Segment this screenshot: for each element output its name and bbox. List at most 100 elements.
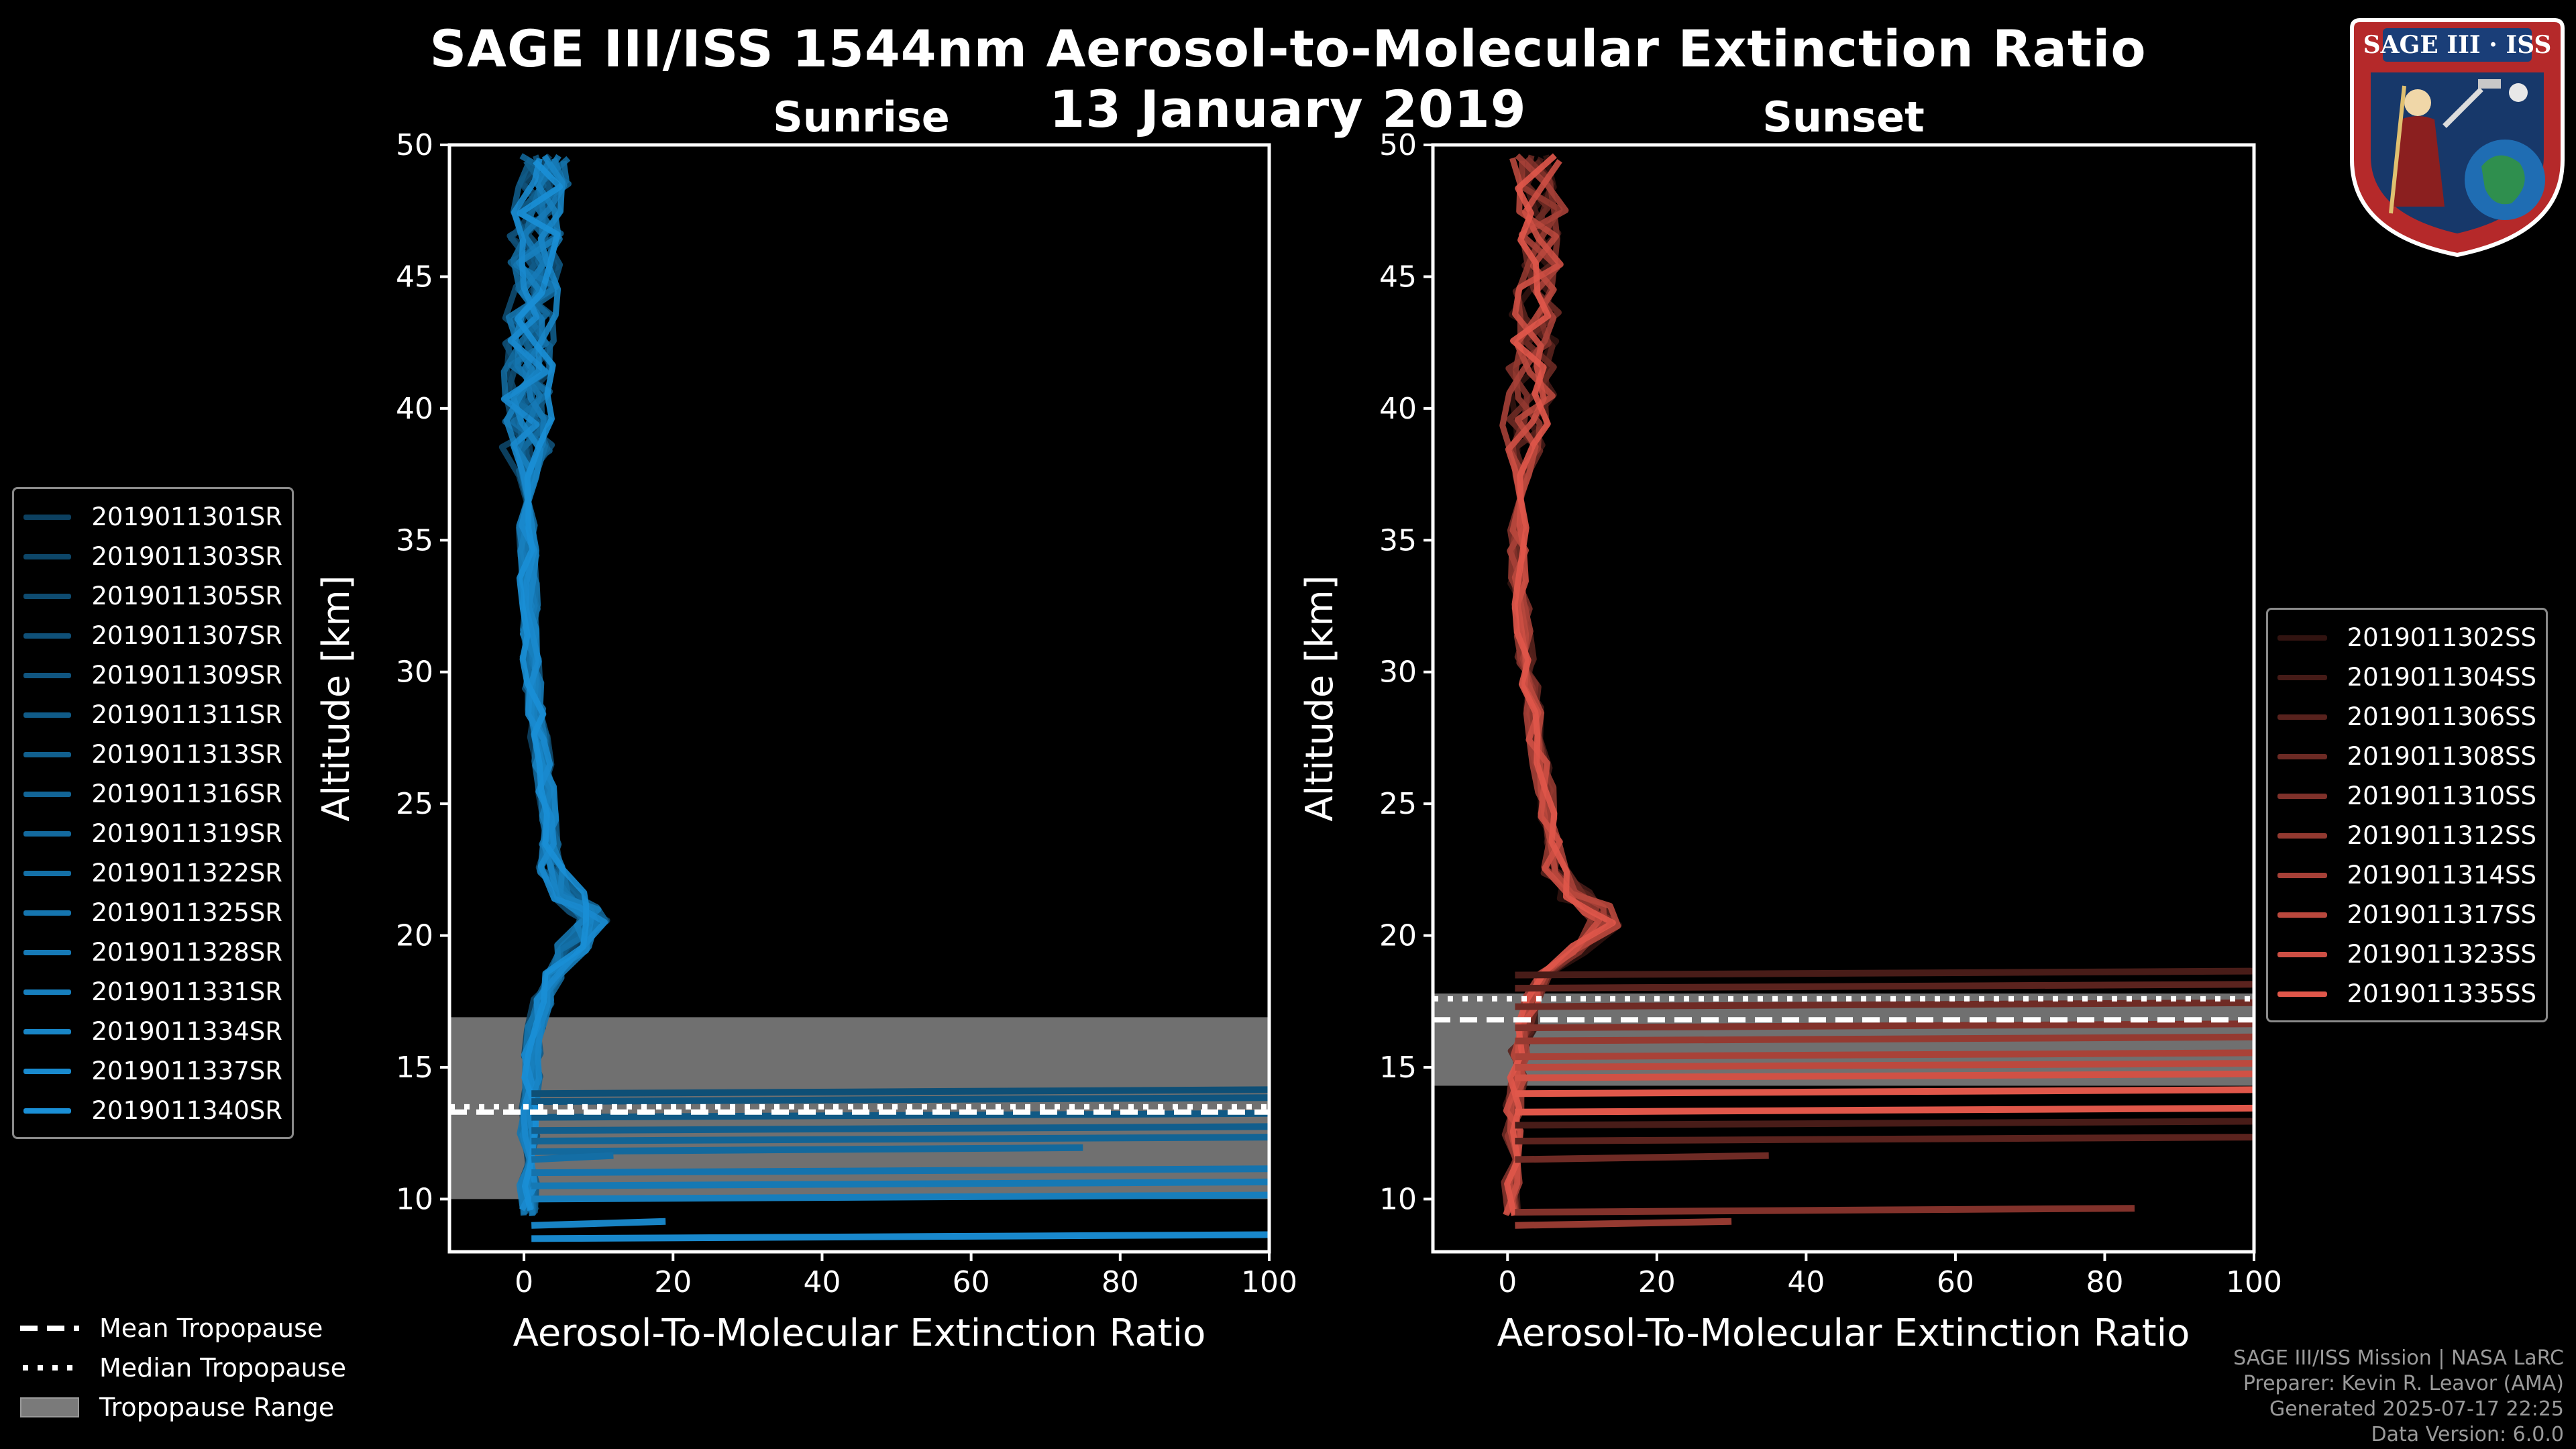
- sunrise-y-tick-label: 40: [396, 392, 433, 426]
- sunset-plot-area: [1433, 153, 2254, 1229]
- legend-swatch: [2277, 991, 2327, 997]
- legend-label: 2019011302SS: [2347, 623, 2536, 652]
- legend-swatch: [23, 910, 72, 916]
- legend-entry: 2019011334SR: [23, 1012, 282, 1051]
- sunset-panel: 0 20 40 60 80 100 10 15 20 25 30 35 40 45 50 Aerosol-To…: [1298, 128, 2282, 1355]
- legend-range-label: Tropopause Range: [99, 1392, 335, 1422]
- legend-swatch: [23, 830, 72, 837]
- legend-entry: 2019011328SR: [23, 932, 282, 972]
- sunrise-excursion: [531, 1094, 1269, 1106]
- sunset-excursion: [1515, 981, 2254, 992]
- legend-entry: 2019011308SS: [2277, 737, 2536, 776]
- legend-label: 2019011313SR: [91, 740, 282, 769]
- sunrise-x-tick-label: 40: [803, 1265, 841, 1299]
- legend-entry: 2019011325SR: [23, 893, 282, 932]
- dashed-line-sample: [20, 1325, 79, 1331]
- legend-label: 2019011319SR: [91, 819, 282, 848]
- legend-swatch: [23, 633, 72, 639]
- sunrise-y-axis-label: Altitude [km]: [315, 575, 358, 821]
- sunset-excursion: [1515, 1033, 2254, 1044]
- legend-label: 2019011306SS: [2347, 702, 2536, 731]
- legend-median-label: Median Tropopause: [99, 1352, 346, 1383]
- legend-swatch: [23, 949, 72, 955]
- legend-label: 2019011331SR: [91, 977, 282, 1006]
- legend-label: 2019011316SR: [91, 780, 282, 808]
- legend-swatch: [2277, 635, 2327, 641]
- chart-title: SAGE III/ISS 1544nm Aerosol-to-Molecular…: [429, 19, 2147, 78]
- sunrise-excursion: [531, 1110, 1269, 1121]
- sunset-x-tick-label: 0: [1498, 1265, 1517, 1299]
- legend-entry: 2019011323SS: [2277, 934, 2536, 974]
- legend-swatch: [2277, 793, 2327, 799]
- legend-entry: 2019011316SR: [23, 774, 282, 814]
- legend-entry: 2019011303SR: [23, 537, 282, 576]
- sunset-excursion: [1515, 1134, 2254, 1144]
- range-swatch: [20, 1397, 79, 1417]
- legend-entry: 2019011340SR: [23, 1091, 282, 1130]
- sunrise-excursion: [531, 1218, 666, 1229]
- legend-swatch: [23, 553, 72, 559]
- legend-entry: 2019011337SR: [23, 1051, 282, 1091]
- sunset-y-axis-label: Altitude [km]: [1298, 575, 1342, 821]
- sunrise-x-tick-label: 0: [515, 1265, 533, 1299]
- legend-label: 2019011334SR: [91, 1017, 282, 1046]
- legend-swatch: [23, 712, 72, 718]
- legend-swatch: [2277, 872, 2327, 878]
- legend-label: 2019011303SR: [91, 542, 282, 571]
- legend-mean-tropopause: Mean Tropopause: [20, 1308, 346, 1348]
- sunrise-y-tick-label: 20: [396, 919, 433, 953]
- legend-swatch: [23, 1108, 72, 1114]
- sunset-x-tick-label: 100: [2226, 1265, 2282, 1299]
- sunrise-excursion: [531, 1178, 1269, 1189]
- sunset-excursion: [1515, 1049, 2254, 1061]
- sunrise-y-tick-label: 25: [396, 787, 433, 821]
- legend-swatch: [23, 989, 72, 995]
- sunrise-excursion: [531, 1144, 1083, 1155]
- legend-entry: 2019011314SS: [2277, 855, 2536, 895]
- sunrise-x-tick-label: 20: [654, 1265, 692, 1299]
- dotted-line-sample: [23, 1364, 79, 1371]
- legend-label: 2019011305SR: [91, 582, 282, 610]
- legend-label: 2019011312SS: [2347, 821, 2536, 850]
- legend-entry: 2019011335SS: [2277, 974, 2536, 1014]
- sunset-y-tick-label: 40: [1379, 392, 1417, 426]
- legend-entry: 2019011319SR: [23, 814, 282, 853]
- legend-label: 2019011322SR: [91, 859, 282, 888]
- sunrise-excursion: [531, 1165, 1269, 1177]
- legend-label: 2019011309SR: [91, 661, 282, 690]
- legend-label: 2019011325SR: [91, 898, 282, 927]
- legend-swatch: [2277, 951, 2327, 957]
- sunrise-excursion: [531, 1191, 1269, 1203]
- legend-label: 2019011310SS: [2347, 782, 2536, 810]
- sunset-x-tick-label: 80: [2086, 1265, 2123, 1299]
- legend-swatch: [23, 514, 72, 520]
- legend-label: 2019011335SS: [2347, 979, 2536, 1008]
- sunrise-plot-frame: [447, 143, 1271, 1254]
- sunset-excursion: [1515, 967, 2254, 979]
- sunset-excursion: [1515, 1152, 1769, 1163]
- chart-date-subtitle: 13 January 2019: [1049, 79, 1527, 139]
- sunset-y-tick-label: 10: [1379, 1182, 1417, 1216]
- sunrise-x-axis-label: Aerosol-To-Molecular Extinction Ratio: [513, 1311, 1206, 1355]
- footer-version: Data Version: 6.0.0: [2371, 1423, 2564, 1446]
- sunset-x-axis-label: Aerosol-To-Molecular Extinction Ratio: [1497, 1311, 2190, 1355]
- legend-label: 2019011340SR: [91, 1096, 282, 1125]
- sunrise-excursion: [531, 1123, 1269, 1134]
- legend-swatch: [2277, 714, 2327, 720]
- sunset-y-tick-label: 30: [1379, 655, 1417, 690]
- sunset-excursion: [1515, 1118, 2254, 1129]
- sunrise-excursion: [531, 1086, 1269, 1097]
- legend-label: 2019011301SR: [91, 502, 282, 531]
- sunset-excursion: [1515, 1205, 2135, 1216]
- legend-label: 2019011304SS: [2347, 663, 2536, 692]
- legend-label: 2019011311SR: [91, 700, 282, 729]
- sunrise-y-tick-label: 30: [396, 655, 433, 690]
- footer-preparer: Preparer: Kevin R. Leavor (AMA): [2243, 1372, 2564, 1395]
- legend-label: 2019011337SR: [91, 1057, 282, 1085]
- legend-entry: 2019011304SS: [2277, 657, 2536, 697]
- legend-swatch: [23, 593, 72, 599]
- sunrise-series-2019011340SR: [514, 159, 590, 1212]
- sunset-y-tick-label: 15: [1379, 1051, 1417, 1085]
- legend-entry: 2019011301SR: [23, 497, 282, 537]
- legend-tropopause-range: Tropopause Range: [20, 1387, 346, 1427]
